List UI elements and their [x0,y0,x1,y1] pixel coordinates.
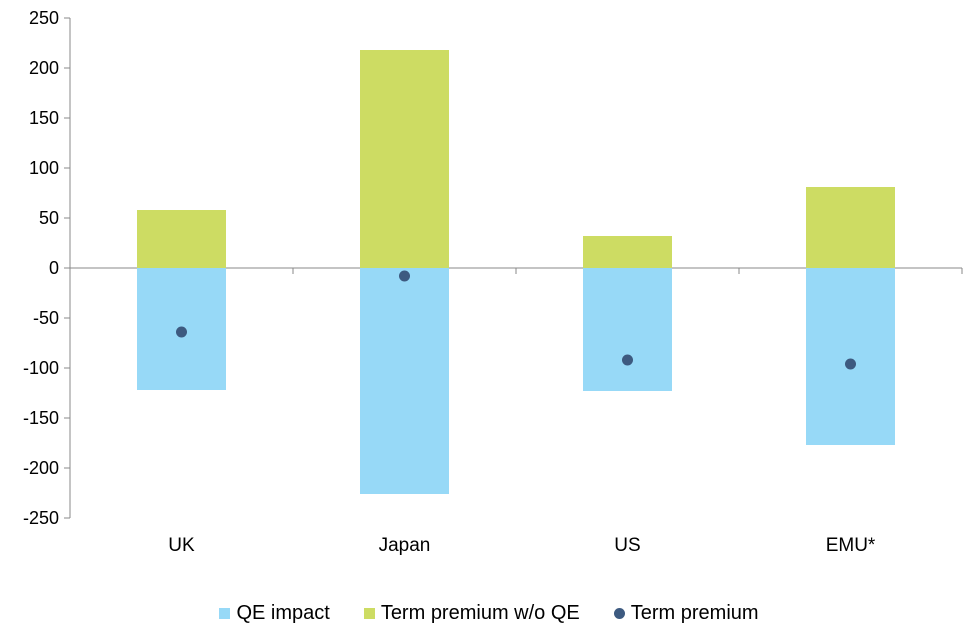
y-tick-label: -150 [23,408,59,428]
legend-marker-term-premium [613,607,625,619]
legend-item-term-premium: Term premium [613,601,759,625]
point-term-premium-uk [176,326,187,338]
y-tick-label: -100 [23,358,59,378]
legend-label-qe-impact: QE impact [236,601,330,624]
y-tick-label: 100 [29,158,59,178]
legend-item-term-premium-wo-qe: Term premium w/o QE [363,601,580,625]
x-tick-label-japan: Japan [379,535,431,556]
bar-term-premium-w-o-qe-us [583,236,672,268]
legend: QE impact Term premium w/o QE Term premi… [0,598,978,628]
bar-term-premium-w-o-qe-japan [360,50,449,268]
point-term-premium-us [622,354,633,366]
bar-qe-impact-us [583,268,672,391]
legend-label-term-premium-wo-qe: Term premium w/o QE [380,601,580,624]
y-tick-label: 250 [29,8,59,28]
y-axis: 250 200 150 100 50 0 -50 -100 -150 -200 -250 [23,8,71,528]
legend-item-qe-impact: QE impact [219,601,330,625]
y-tick-label: 50 [39,208,59,228]
y-tick-label: 150 [29,108,59,128]
legend-label-term-premium: Term premium [630,601,759,624]
y-tick-label: 200 [29,58,59,78]
y-tick-label: -50 [33,308,59,328]
bar-qe-impact-emu [806,268,895,445]
y-tick-label: -250 [23,508,59,528]
legend-swatch-term-premium-wo-qe [363,607,375,619]
x-tick-label-emu: EMU* [826,535,876,556]
bar-qe-impact-japan [360,268,449,494]
y-tick-label: -200 [23,458,59,478]
bar-term-premium-w-o-qe-uk [137,210,226,268]
bar-term-premium-w-o-qe-emu [806,187,895,268]
x-tick-label-us: US [614,535,640,556]
chart: 250 200 150 100 50 0 -50 -100 -150 -200 -250 UK Jap… [23,8,963,556]
legend-swatch-qe-impact [219,607,231,619]
point-term-premium-japan [399,270,410,282]
x-tick-label-uk: UK [168,535,195,556]
y-tick-label: 0 [49,258,59,278]
points [176,270,856,370]
point-term-premium-emu [845,358,856,370]
